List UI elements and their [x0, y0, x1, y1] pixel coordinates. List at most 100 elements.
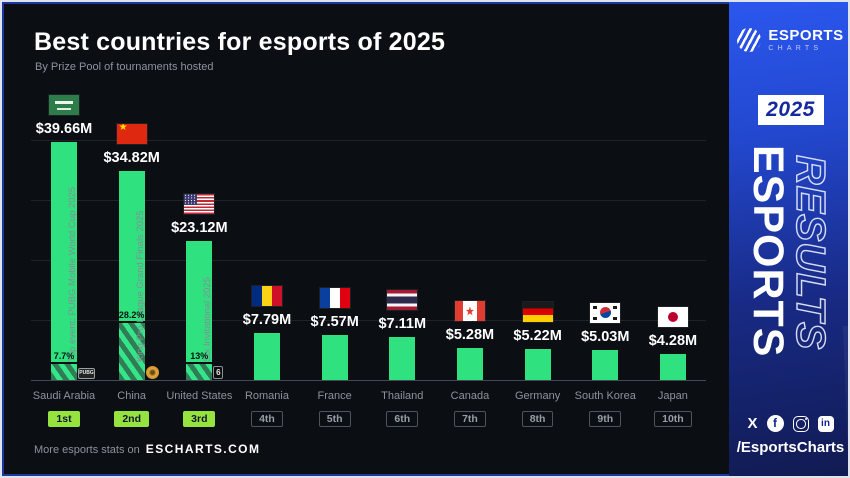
prize-pool-value: $5.28M	[445, 327, 495, 344]
rank-badge: 2nd	[114, 411, 149, 427]
gridline-10M	[31, 320, 706, 321]
country-label: United States	[166, 390, 233, 402]
logo-subtitle: CHARTS	[768, 45, 823, 52]
flag-cn	[116, 124, 147, 145]
bar-column: $5.03M South Korea 9th	[572, 92, 638, 427]
top-event-share-label: 28.2%	[118, 310, 145, 321]
top-event-share-bar	[186, 361, 213, 380]
prize-pool-bar[interactable]	[524, 348, 551, 380]
pubg-icon: PUBG	[78, 368, 95, 379]
x-axis-line	[31, 380, 706, 381]
gridline-30M	[31, 200, 706, 201]
prize-pool-bar[interactable]: 28.2%	[118, 171, 145, 380]
bar-column: $39.66M 7.7% Top event: PUBG Mobile Worl…	[31, 92, 97, 427]
year-badge-text: 2025	[766, 98, 815, 121]
prize-pool-value: $4.28M	[648, 333, 698, 350]
bar-column: $7.79M Romania 4th	[234, 92, 300, 427]
esports-charts-logo-icon	[737, 28, 762, 52]
footer-note: More esports stats on ESCHARTS.COM	[34, 442, 260, 456]
prize-pool-bar[interactable]	[659, 354, 686, 380]
top-event-label: Top event: PUBG Mobile World Cup 2025	[67, 186, 78, 362]
flag-sa	[49, 95, 79, 116]
prize-pool-bar[interactable]	[592, 349, 619, 380]
bar-columns: $39.66M 7.7% Top event: PUBG Mobile Worl…	[31, 92, 706, 427]
brand-sidebar: ESPORTS CHARTS 2025 ESPORTS RESULTS X f …	[729, 2, 848, 476]
flag-th	[387, 290, 418, 311]
top-event-share-label: 13%	[190, 350, 209, 361]
prize-pool-bar[interactable]	[389, 337, 416, 380]
vertical-results-text: RESULTS	[787, 154, 834, 351]
prize-pool-bar[interactable]: 7.7%	[51, 142, 77, 380]
rank-badge: 6th	[386, 411, 419, 427]
flag-us	[184, 194, 215, 215]
rank-badge: 4th	[251, 411, 283, 427]
country-label: France	[317, 390, 352, 402]
bar-chart: $39.66M 7.7% Top event: PUBG Mobile Worl…	[31, 92, 706, 427]
prize-pool-value: $7.57M	[310, 313, 359, 330]
prize-pool-value: $5.03M	[581, 328, 630, 345]
flag-kr	[590, 302, 621, 323]
rank-badge: 8th	[521, 411, 554, 427]
flag-ro	[251, 286, 282, 307]
prize-pool-bar[interactable]	[253, 333, 280, 380]
prize-pool-bar[interactable]	[321, 334, 348, 380]
footer-note-text: More esports stats on	[34, 444, 140, 456]
top-event-label: Six Invitational 2025	[202, 276, 214, 362]
linkedin-icon[interactable]: in	[817, 415, 834, 432]
chart-panel: Best countries for esports of 2025 By Pr…	[2, 2, 729, 476]
rank-badge: 10th	[654, 411, 692, 427]
logo-name: ESPORTS	[768, 27, 844, 44]
flag-ca	[454, 301, 485, 322]
rank-badge: 5th	[318, 411, 351, 427]
facebook-icon[interactable]: f	[766, 415, 784, 432]
top-event-share-bar	[118, 321, 145, 380]
top-event-share-label: 7.7%	[53, 350, 75, 361]
flag-fr	[319, 287, 350, 308]
flag-de	[522, 301, 553, 322]
prize-pool-value: $23.12M	[171, 220, 228, 237]
country-label: Thailand	[381, 390, 424, 402]
bar-column: $4.28M Japan 10th	[640, 92, 706, 427]
prize-pool-value: $5.22M	[513, 327, 562, 344]
prize-pool-value: $39.66M	[35, 121, 93, 138]
instagram-icon[interactable]	[792, 415, 809, 432]
esports-charts-logo: ESPORTS CHARTS	[729, 27, 848, 52]
bar-column: $23.12M 13% Six Invitational 2025 6 Unit…	[166, 92, 232, 427]
top-event-label: King Pro League Grand Finals 2025	[134, 210, 146, 362]
king-pro-league-icon	[145, 366, 159, 379]
country-label: Canada	[450, 390, 490, 402]
x-icon[interactable]: X	[747, 415, 758, 432]
country-label: China	[117, 390, 147, 402]
year-badge: 2025	[757, 95, 824, 125]
rank-badge: 1st	[48, 411, 80, 427]
gridline-20M	[31, 260, 706, 261]
bar-column: $5.28M Canada 7th	[437, 92, 503, 427]
social-icons: X f in	[729, 415, 848, 432]
page-title: Best countries for esports of 2025	[34, 28, 446, 56]
prize-pool-value: $7.11M	[378, 316, 427, 333]
rank-badge: 3rd	[183, 411, 216, 427]
escharts-site-link[interactable]: ESCHARTS.COM	[145, 442, 261, 456]
country-label: Japan	[657, 390, 688, 402]
social-handle[interactable]: /EsportsCharts	[736, 439, 845, 456]
country-label: Saudi Arabia	[32, 390, 96, 402]
page-subtitle: By Prize Pool of tournaments hosted	[35, 61, 214, 73]
prize-pool-bar[interactable]: 13%	[186, 241, 213, 380]
prize-pool-bar[interactable]	[456, 348, 483, 380]
bar-column: $7.11M Thailand 6th	[369, 92, 435, 427]
vertical-esports-text: ESPORTS	[744, 145, 792, 358]
country-label: Romania	[244, 390, 289, 402]
rank-badge: 7th	[454, 411, 486, 427]
rank-badge: 9th	[589, 411, 622, 427]
six-invitational-icon: 6	[213, 366, 224, 379]
prize-pool-value: $34.82M	[103, 150, 160, 167]
country-label: Germany	[514, 390, 561, 402]
gridline-40M	[31, 140, 706, 141]
bar-column: $34.82M 28.2% King Pro League Grand Fina…	[99, 92, 165, 427]
prize-pool-value: $7.79M	[242, 312, 292, 329]
bar-column: $7.57M France 5th	[302, 92, 368, 427]
country-label: South Korea	[574, 390, 636, 402]
bar-column: $5.22M Germany 8th	[505, 92, 571, 427]
flag-jp	[657, 307, 688, 328]
